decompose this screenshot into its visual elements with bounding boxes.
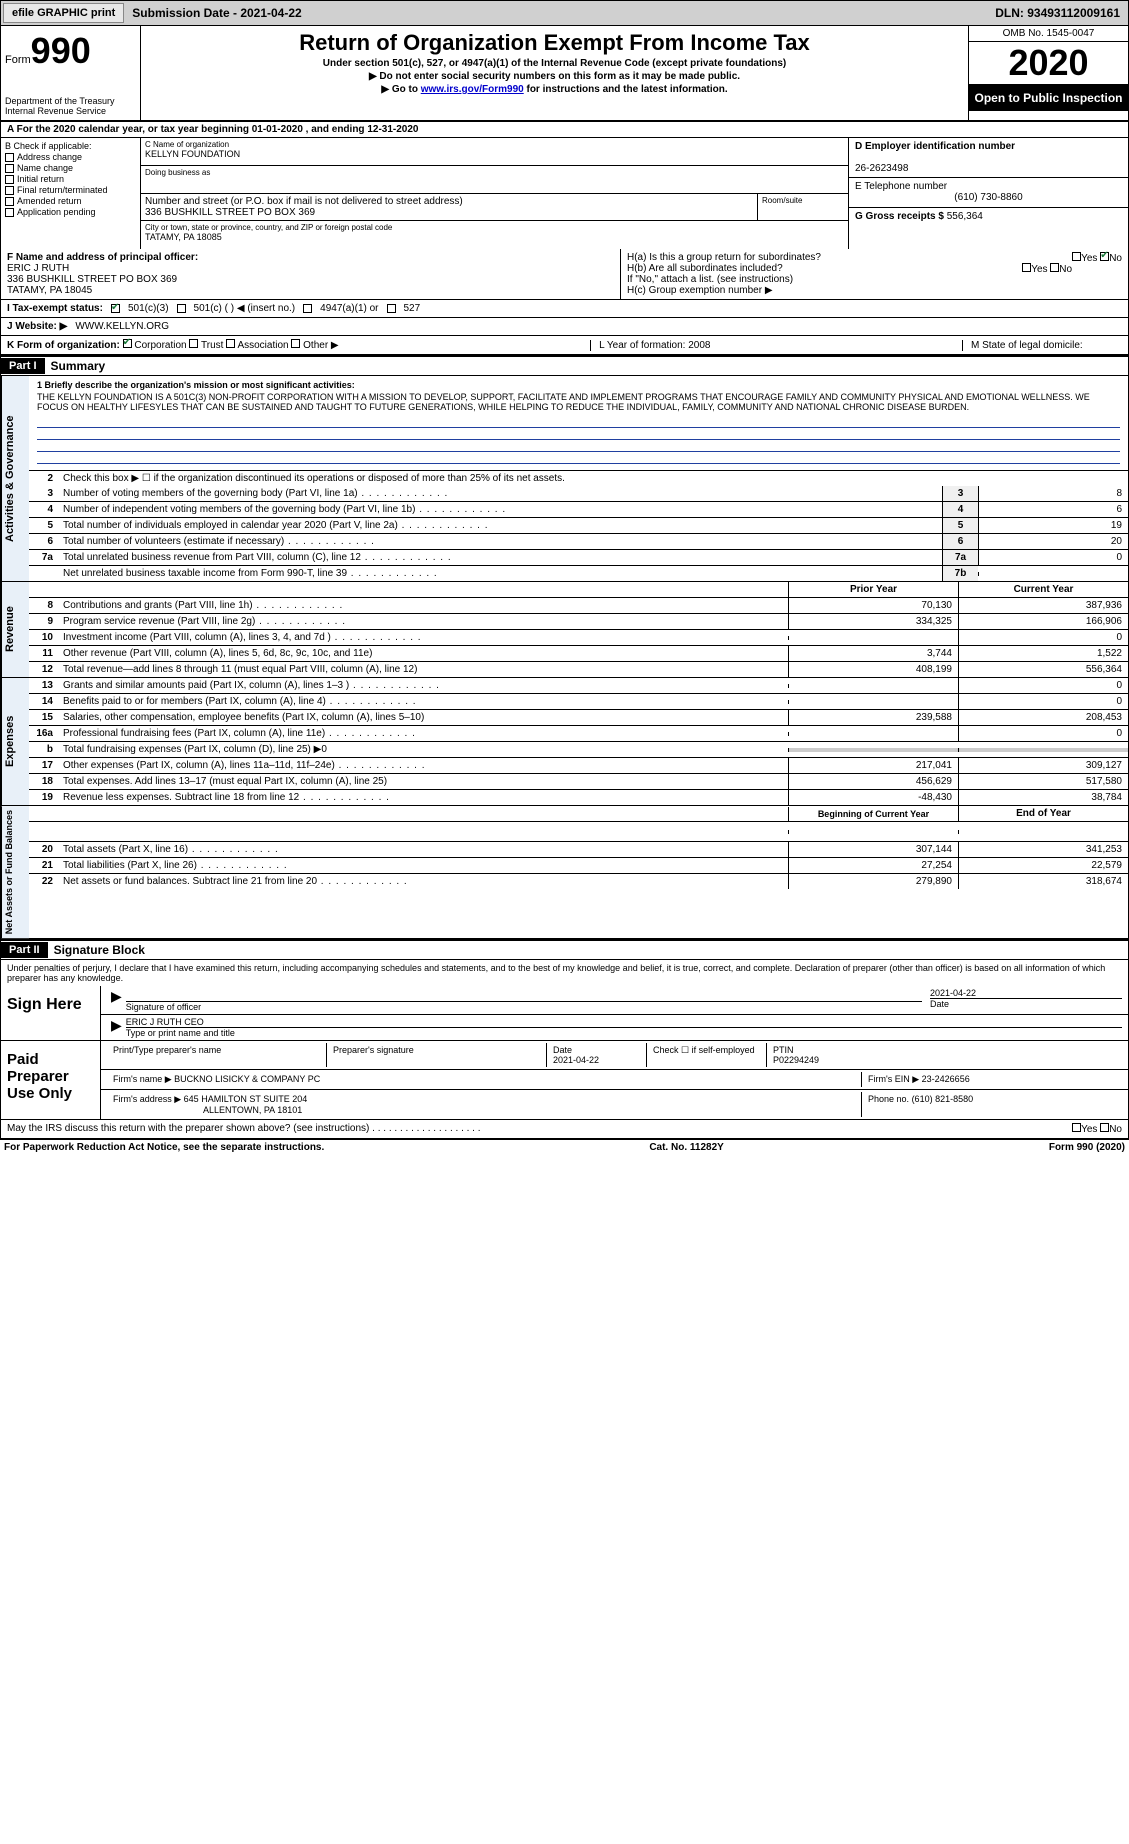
col-b-checkboxes: B Check if applicable: Address change Na… <box>1 138 141 249</box>
section-expenses: Expenses 13Grants and similar amounts pa… <box>0 678 1129 806</box>
year-formation: L Year of formation: 2008 <box>590 340 710 351</box>
line7a-value: 0 <box>978 550 1128 565</box>
h-c: H(c) Group exemption number ▶ <box>627 285 1122 296</box>
subtitle-2: ▶ Do not enter social security numbers o… <box>145 71 964 82</box>
arrow-icon: ▶ <box>107 1017 126 1038</box>
tax-status-row: I Tax-exempt status: 501(c)(3) 501(c) ( … <box>0 300 1129 318</box>
vlabel-net: Net Assets or Fund Balances <box>1 806 29 938</box>
subtitle-1: Under section 501(c), 527, or 4947(a)(1)… <box>145 58 964 69</box>
section-net-assets: Net Assets or Fund Balances Beginning of… <box>0 806 1129 939</box>
city-state-zip: City or town, state or province, country… <box>141 221 848 249</box>
dba-cell: Doing business as <box>141 166 848 194</box>
header-block: B Check if applicable: Address change Na… <box>0 138 1129 249</box>
chk-application-pending[interactable] <box>5 208 14 217</box>
self-employed-check: Check ☐ if self-employed <box>647 1043 767 1067</box>
chk-501c[interactable] <box>177 304 186 313</box>
omb-number: OMB No. 1545-0047 <box>969 26 1128 42</box>
k-org-row: K Form of organization: Corporation Trus… <box>0 336 1129 355</box>
line6-value: 20 <box>978 534 1128 549</box>
may-no[interactable] <box>1100 1123 1109 1132</box>
firm-name: BUCKNO LISICKY & COMPANY PC <box>174 1074 320 1084</box>
ha-no[interactable] <box>1100 252 1109 261</box>
chk-4947[interactable] <box>303 304 312 313</box>
h-b: H(b) Are all subordinates included? Yes … <box>627 263 1122 274</box>
chk-final-return[interactable] <box>5 186 14 195</box>
sign-here-label: Sign Here <box>1 986 101 1040</box>
dept-treasury: Department of the Treasury Internal Reve… <box>5 96 136 116</box>
chk-assoc[interactable] <box>226 339 235 348</box>
vlabel-governance: Activities & Governance <box>1 376 29 581</box>
form-header: Form990 Department of the Treasury Inter… <box>0 26 1129 122</box>
preparer-sig-label: Preparer's signature <box>327 1043 547 1067</box>
ha-yes[interactable] <box>1072 252 1081 261</box>
subtitle-3: ▶ Go to www.irs.gov/Form990 for instruct… <box>145 84 964 95</box>
dln: DLN: 93493112009161 <box>987 3 1128 23</box>
gross-receipts: G Gross receipts $ 556,364 <box>849 208 1128 238</box>
page-footer: For Paperwork Reduction Act Notice, see … <box>0 1139 1129 1155</box>
line4-value: 6 <box>978 502 1128 517</box>
ein-cell: D Employer identification number 26-2623… <box>849 138 1128 178</box>
mission-block: 1 Briefly describe the organization's mi… <box>29 376 1128 470</box>
website-row: J Website: ▶ WWW.KELLYN.ORG <box>0 318 1129 336</box>
chk-initial-return[interactable] <box>5 175 14 184</box>
paid-preparer-label: Paid Preparer Use Only <box>1 1041 101 1119</box>
principal-officer-row: F Name and address of principal officer:… <box>0 249 1129 300</box>
form-number: Form990 <box>5 30 136 72</box>
preparer-date: 2021-04-22 <box>553 1055 599 1065</box>
perjury-statement: Under penalties of perjury, I declare th… <box>0 960 1129 986</box>
sig-date: 2021-04-22 <box>930 988 1122 999</box>
line3-value: 8 <box>978 486 1128 501</box>
section-governance: Activities & Governance 1 Briefly descri… <box>0 376 1129 582</box>
firm-addr1: 645 HAMILTON ST SUITE 204 <box>184 1094 308 1104</box>
irs-link[interactable]: www.irs.gov/Form990 <box>421 84 524 95</box>
sign-here-row: Sign Here ▶ Signature of officer 2021-04… <box>0 986 1129 1041</box>
chk-address-change[interactable] <box>5 153 14 162</box>
room-suite: Room/suite <box>758 194 848 220</box>
submission-date: Submission Date - 2021-04-22 <box>126 3 307 23</box>
line7b-value <box>978 572 1128 576</box>
hdr-prior-year: Prior Year <box>788 582 958 597</box>
chk-501c3[interactable] <box>111 304 120 313</box>
part2-header: Part II Signature Block <box>0 939 1129 960</box>
chk-corp[interactable] <box>123 339 132 348</box>
hb-yes[interactable] <box>1022 263 1031 272</box>
org-name-cell: C Name of organization KELLYN FOUNDATION <box>141 138 848 166</box>
h-note: If "No," attach a list. (see instruction… <box>627 274 1122 285</box>
firm-ein: 23-2426656 <box>922 1074 970 1084</box>
chk-amended[interactable] <box>5 197 14 206</box>
officer-name: ERIC J RUTH CEO <box>126 1017 1122 1028</box>
sig-officer-label: Signature of officer <box>126 1002 922 1012</box>
ptin: P02294249 <box>773 1055 819 1065</box>
may-yes[interactable] <box>1072 1123 1081 1132</box>
arrow-icon: ▶ <box>107 988 126 1012</box>
hb-no[interactable] <box>1050 263 1059 272</box>
paid-preparer-row: Paid Preparer Use Only Print/Type prepar… <box>0 1041 1129 1120</box>
open-inspection: Open to Public Inspection <box>969 85 1128 111</box>
topbar: efile GRAPHIC print Submission Date - 20… <box>0 0 1129 26</box>
firm-phone: (610) 821-8580 <box>912 1094 974 1104</box>
chk-527[interactable] <box>387 304 396 313</box>
state-domicile: M State of legal domicile: <box>962 340 1122 351</box>
hdr-current-year: Current Year <box>958 582 1128 597</box>
firm-addr2: ALLENTOWN, PA 18101 <box>113 1105 302 1115</box>
website-url: WWW.KELLYN.ORG <box>75 321 169 332</box>
phone-cell: E Telephone number (610) 730-8860 <box>849 178 1128 208</box>
section-revenue: Revenue Prior YearCurrent Year 8Contribu… <box>0 582 1129 678</box>
tax-year: 2020 <box>969 42 1128 85</box>
may-irs-discuss: May the IRS discuss this return with the… <box>0 1120 1129 1139</box>
street-address: Number and street (or P.O. box if mail i… <box>141 194 758 220</box>
line5-value: 19 <box>978 518 1128 533</box>
chk-trust[interactable] <box>189 339 198 348</box>
efile-print-button[interactable]: efile GRAPHIC print <box>3 3 124 23</box>
form-title: Return of Organization Exempt From Incom… <box>145 30 964 56</box>
chk-name-change[interactable] <box>5 164 14 173</box>
row-a-period: A For the 2020 calendar year, or tax yea… <box>0 122 1129 138</box>
h-a: H(a) Is this a group return for subordin… <box>627 252 1122 263</box>
preparer-name-label: Print/Type preparer's name <box>107 1043 327 1067</box>
vlabel-expenses: Expenses <box>1 678 29 805</box>
chk-other[interactable] <box>291 339 300 348</box>
part1-header: Part I Summary <box>0 355 1129 376</box>
vlabel-revenue: Revenue <box>1 582 29 677</box>
